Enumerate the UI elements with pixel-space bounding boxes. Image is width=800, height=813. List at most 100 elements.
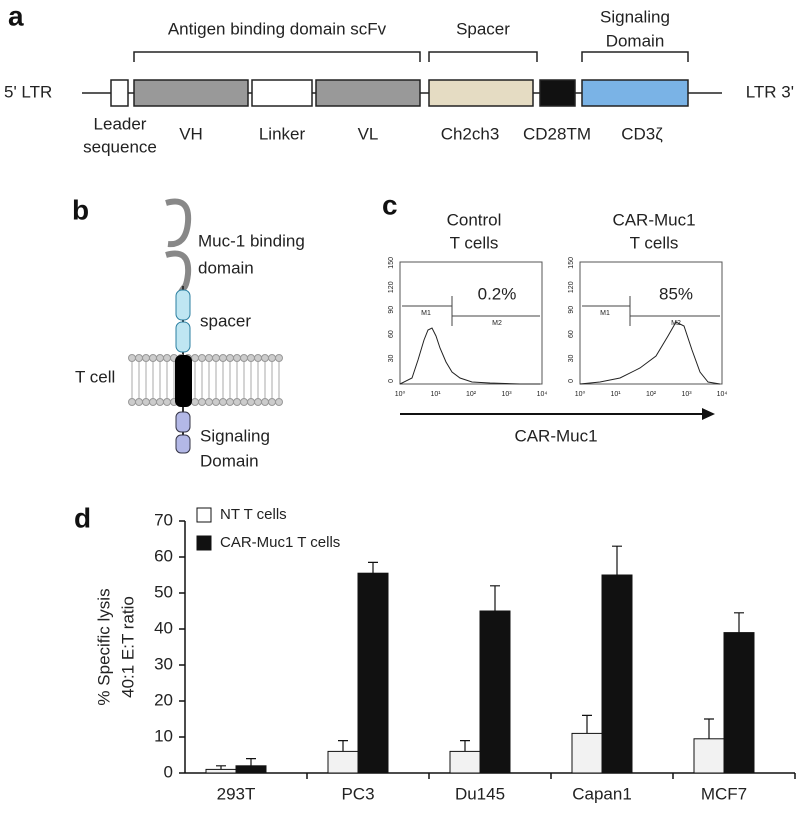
signaling-domain: [175, 434, 191, 454]
error-bar: [490, 585, 500, 611]
lipid-head: [261, 354, 269, 362]
group-label: Signaling: [600, 7, 670, 26]
lipid-head: [275, 398, 283, 406]
segment-label: Leader: [94, 114, 147, 133]
y-tick-label: 10: [154, 726, 173, 745]
group-label: Domain: [606, 31, 665, 50]
y-tick-label: 150: [568, 257, 575, 269]
lipid-head: [135, 354, 143, 362]
error-bar: [368, 561, 378, 574]
label: T cell: [75, 367, 115, 386]
lipid-head: [226, 398, 234, 406]
x-tick-label: Capan1: [572, 784, 632, 803]
lipid-head: [149, 398, 157, 406]
y-tick-label: 0: [568, 379, 575, 383]
spacer-domain: [175, 289, 191, 321]
lipid-head: [142, 354, 150, 362]
lipid-head: [142, 398, 150, 406]
x-tick-label: 10⁴: [537, 391, 548, 398]
lipid-head: [268, 398, 276, 406]
group-label: Spacer: [456, 19, 510, 38]
segment-label: Ch2ch3: [441, 124, 500, 143]
error-bar: [216, 765, 226, 770]
ltr-label: LTR 3': [746, 82, 794, 101]
car-schematic: [128, 198, 283, 454]
lipid-head: [247, 398, 255, 406]
lipid-head: [149, 354, 157, 362]
legend-swatch: [196, 535, 212, 551]
lipid-head: [163, 398, 171, 406]
spacer-domain: [175, 321, 191, 353]
y-tick-label: 70: [154, 510, 173, 529]
bar: [601, 574, 633, 774]
panel-letter: a: [8, 0, 24, 31]
bar: [327, 750, 359, 774]
x-tick-label: MCF7: [701, 784, 747, 803]
binding-arc: [165, 198, 192, 248]
lipid-head: [240, 354, 248, 362]
label: Control: [447, 210, 502, 229]
panel-letter: c: [382, 189, 398, 220]
label: T cells: [630, 233, 679, 252]
tm-domain: [175, 355, 192, 407]
segment-label: Linker: [259, 124, 306, 143]
error-bar: [460, 740, 470, 752]
membrane: [128, 354, 283, 406]
segment-label: VL: [358, 124, 379, 143]
histogram-frame: [579, 261, 723, 385]
y-tick-label: 120: [388, 281, 395, 293]
label: Domain: [200, 451, 259, 470]
label: domain: [198, 258, 254, 277]
y-tick-label: 30: [388, 355, 395, 363]
legend-label: NT T cells: [220, 506, 287, 523]
lipid-head: [198, 398, 206, 406]
y-tick-label: 0: [388, 379, 395, 383]
bracket: [428, 51, 538, 62]
bracket: [133, 51, 421, 62]
error-bar: [338, 740, 348, 752]
bar: [357, 572, 389, 774]
construct-segment: [428, 79, 534, 107]
y-tick-label: 150: [388, 257, 395, 269]
arrow-head: [702, 408, 715, 420]
lipid-head: [212, 398, 220, 406]
x-tick-label: 10³: [501, 391, 512, 398]
segment-label: VH: [179, 124, 203, 143]
lipid-head: [205, 398, 213, 406]
label: CAR-Muc1: [612, 210, 695, 229]
lipid-head: [128, 398, 136, 406]
lipid-head: [156, 354, 164, 362]
y-tick-label: 30: [568, 355, 575, 363]
construct-segment: [581, 79, 689, 107]
lipid-head: [135, 398, 143, 406]
lipid-head: [247, 354, 255, 362]
y-tick-label: 20: [154, 690, 173, 709]
construct-segment: [110, 79, 129, 107]
legend-label: CAR-Muc1 T cells: [220, 534, 340, 551]
y-tick-label: 90: [568, 306, 575, 314]
binding-arc: [165, 250, 192, 292]
y-axis-label: % Specific lysis: [94, 588, 113, 705]
lipid-head: [219, 354, 227, 362]
error-bar: [704, 718, 714, 739]
lipid-head: [261, 398, 269, 406]
ltr-label: 5' LTR: [4, 82, 52, 101]
lipid-head: [191, 398, 199, 406]
x-tick-label: 10⁴: [717, 391, 728, 398]
gate: [582, 296, 720, 326]
signaling-domain: [175, 411, 191, 433]
gate-label: M2: [492, 320, 502, 327]
y-tick-label: 30: [154, 654, 173, 673]
label: Muc-1 binding: [198, 231, 305, 250]
error-bar: [582, 714, 592, 734]
bracket: [581, 51, 689, 62]
histogram-curve: [399, 327, 540, 385]
x-tick-label: 10¹: [430, 391, 441, 398]
construct-segment: [133, 79, 249, 107]
panel-letter: b: [72, 194, 89, 225]
y-tick-label: 40: [154, 618, 173, 637]
error-bar: [612, 545, 622, 575]
y-tick-label: 60: [154, 546, 173, 565]
x-tick-label: 10¹: [610, 391, 621, 398]
y-tick-label: 120: [568, 281, 575, 293]
